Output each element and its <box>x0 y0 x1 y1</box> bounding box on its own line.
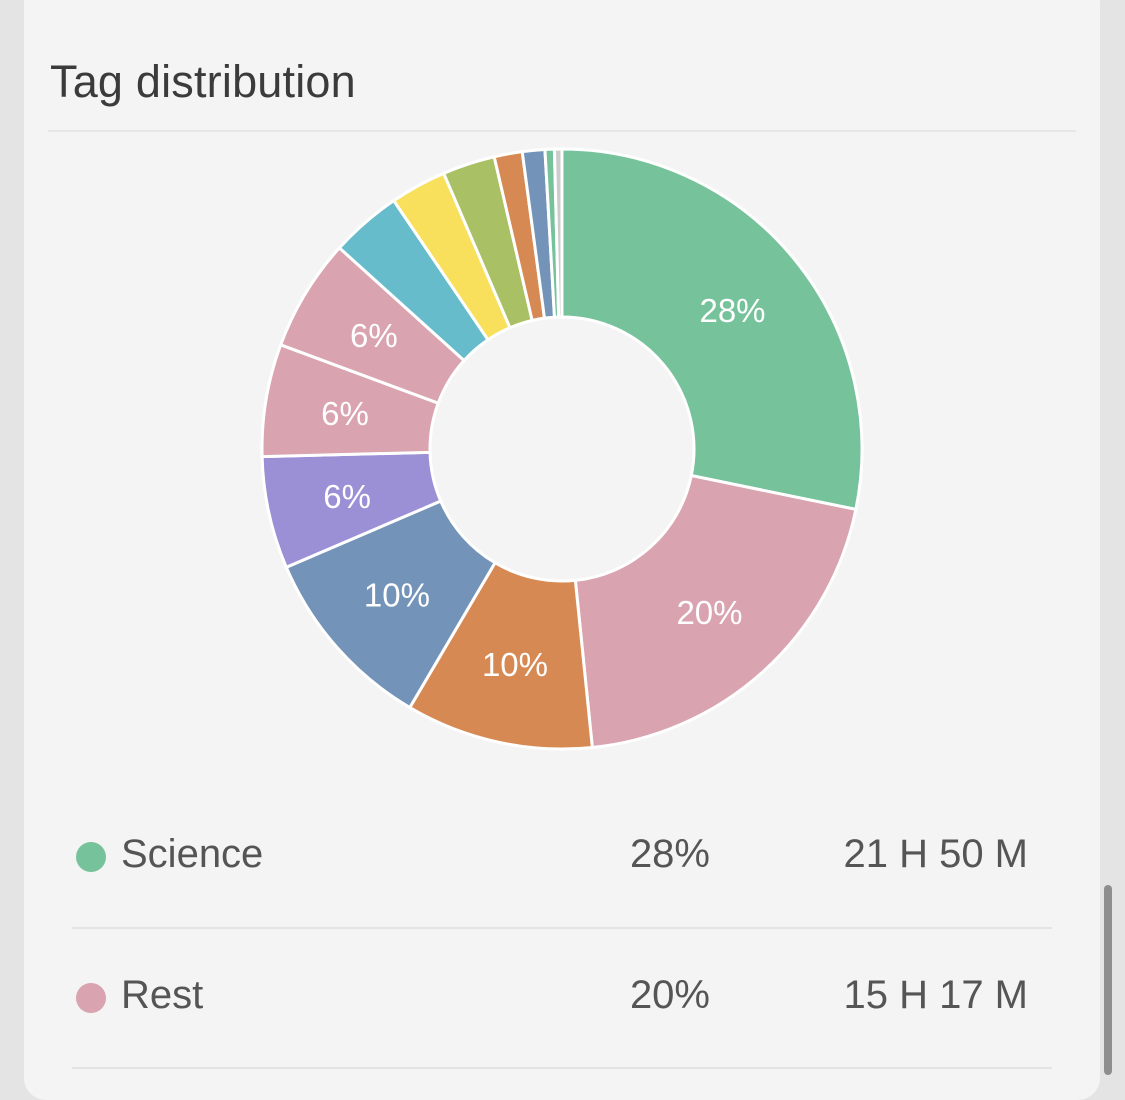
slice-percent-label: 10% <box>364 576 430 613</box>
legend-row-science[interactable]: Science 28% 21 H 50 M <box>48 816 1028 896</box>
slice-percent-label: 28% <box>699 292 765 329</box>
row-divider <box>72 1067 1052 1069</box>
scrollbar-thumb[interactable] <box>1104 885 1112 1075</box>
donut-slice-rest[interactable] <box>573 473 858 750</box>
header-divider <box>48 130 1076 132</box>
donut-slice[interactable] <box>284 499 498 710</box>
slice-percent-label: 20% <box>676 594 742 631</box>
card-title: Tag distribution <box>50 56 356 107</box>
legend-color-dot <box>76 842 106 872</box>
slice-percent-label: 6% <box>350 317 398 354</box>
legend-duration: 15 H 17 M <box>843 973 1028 1017</box>
legend-percent: 28% <box>629 832 710 876</box>
donut-slice[interactable] <box>552 147 564 319</box>
donut-chart: 28% 20% 10% 10% 6% 6% 6% <box>260 147 864 751</box>
slice-percent-label: 10% <box>482 646 548 683</box>
slice-percent-label: 6% <box>323 478 371 515</box>
row-divider <box>72 927 1052 929</box>
legend-row-rest[interactable]: Rest 20% 15 H 17 M <box>48 957 1028 1037</box>
legend-duration: 21 H 50 M <box>843 832 1028 876</box>
legend-percent: 20% <box>629 973 710 1017</box>
legend-color-dot <box>76 983 106 1013</box>
slice-percent-label: 6% <box>321 395 369 432</box>
legend-tag-name: Science <box>121 832 264 876</box>
donut-slice[interactable] <box>407 560 594 751</box>
donut-slice-science[interactable] <box>560 147 864 512</box>
legend-tag-name: Rest <box>121 973 204 1017</box>
